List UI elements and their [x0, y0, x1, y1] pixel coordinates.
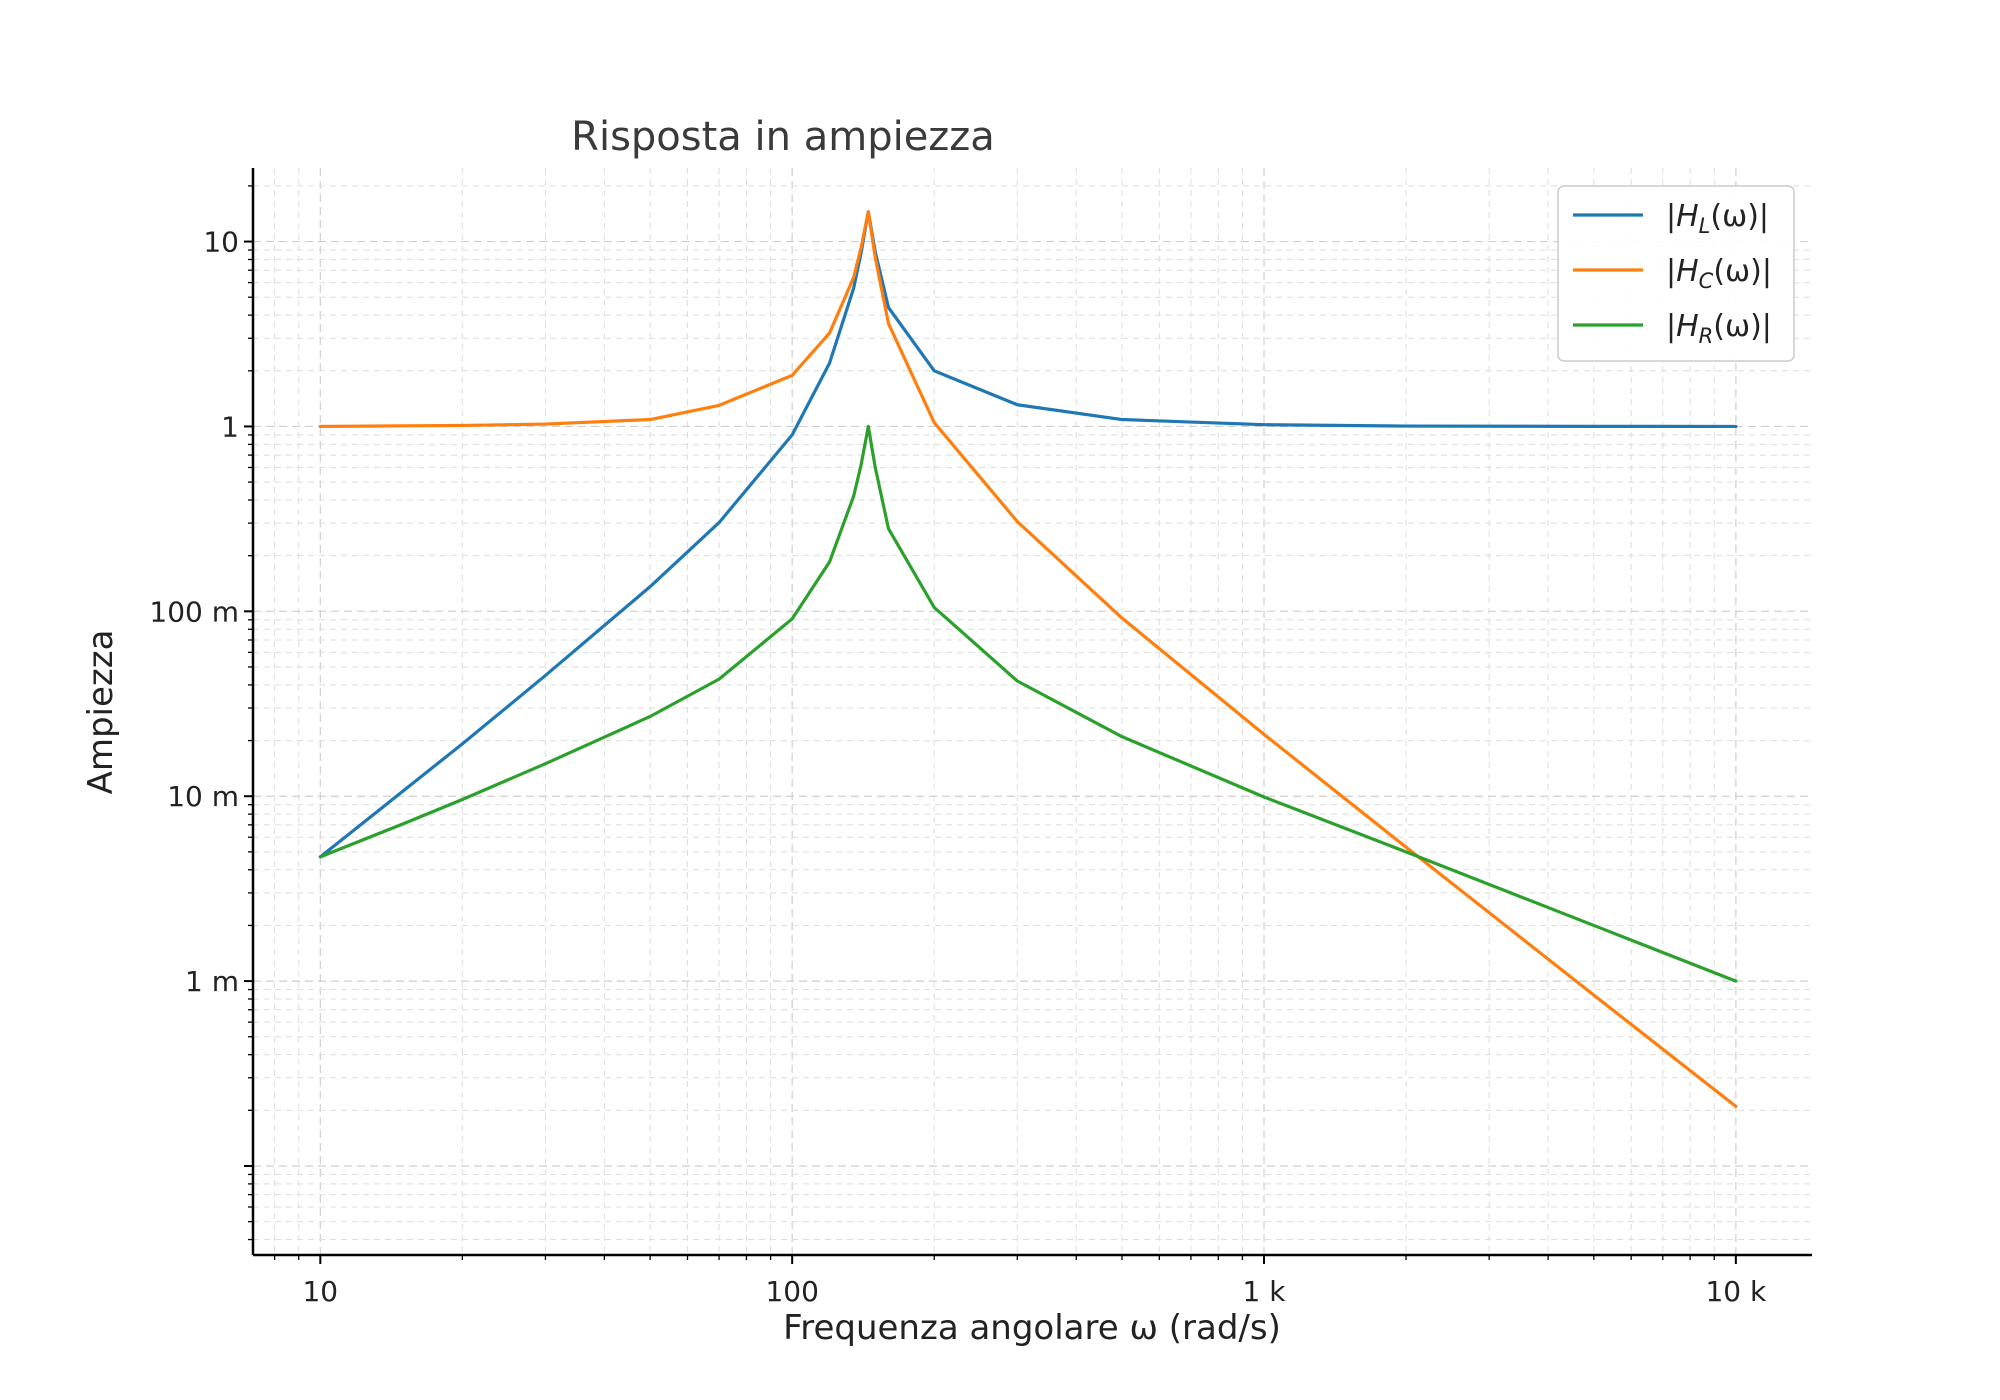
chart-title: Risposta in ampiezza: [571, 114, 995, 160]
series-line-l: [318, 210, 1738, 859]
x-tick-label: 10: [302, 1275, 338, 1308]
legend-label: |HC(ω)|: [1666, 254, 1772, 293]
y-tick-label: 1 m: [185, 965, 239, 998]
y-tick-label: 10 m: [167, 780, 239, 813]
series-line-c: [318, 210, 1738, 1109]
x-tick-label: 10 k: [1705, 1275, 1767, 1308]
y-tick-label: 10: [203, 226, 239, 259]
plot-area: [318, 210, 1738, 1109]
x-tick-label: 1 k: [1243, 1275, 1287, 1308]
series-line-r: [318, 424, 1738, 983]
x-tick-label: 100: [765, 1275, 818, 1308]
axes: [251, 168, 1812, 1257]
x-axis-label: Frequenza angolare ω (rad/s): [783, 1308, 1281, 1348]
legend-label: |HR(ω)|: [1666, 309, 1772, 348]
ticks: 10 100 1 k 10 k 10 1 100 m 10 m 1 m: [149, 185, 1767, 1308]
y-axis-label: Ampiezza: [81, 630, 121, 795]
y-tick-label: 100 m: [149, 595, 239, 628]
legend: |HL(ω)| |HC(ω)| |HR(ω)|: [1557, 185, 1795, 362]
y-tick-label: 1: [221, 410, 239, 443]
legend-label: |HL(ω)|: [1666, 199, 1769, 238]
legend-box: [1557, 185, 1795, 362]
